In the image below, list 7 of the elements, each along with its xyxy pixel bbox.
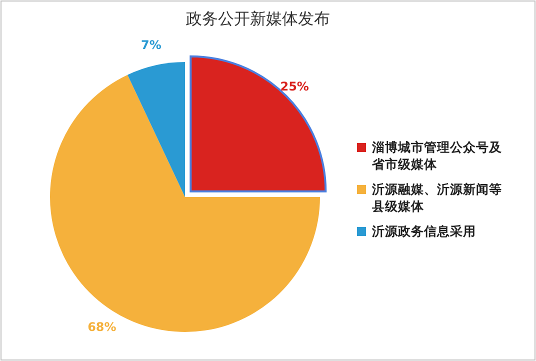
- data-label: 7%: [141, 38, 162, 52]
- legend-label: 沂源政务信息采用: [371, 223, 476, 238]
- data-label: 68%: [88, 320, 116, 334]
- data-label: 25%: [280, 80, 309, 94]
- legend-label: 淄博城市管理公众号及省市级媒体: [371, 139, 502, 172]
- legend-label: 沂源融媒、沂源新闻等县级媒体: [371, 181, 502, 214]
- chart-title: 政务公开新媒体发布: [186, 9, 330, 28]
